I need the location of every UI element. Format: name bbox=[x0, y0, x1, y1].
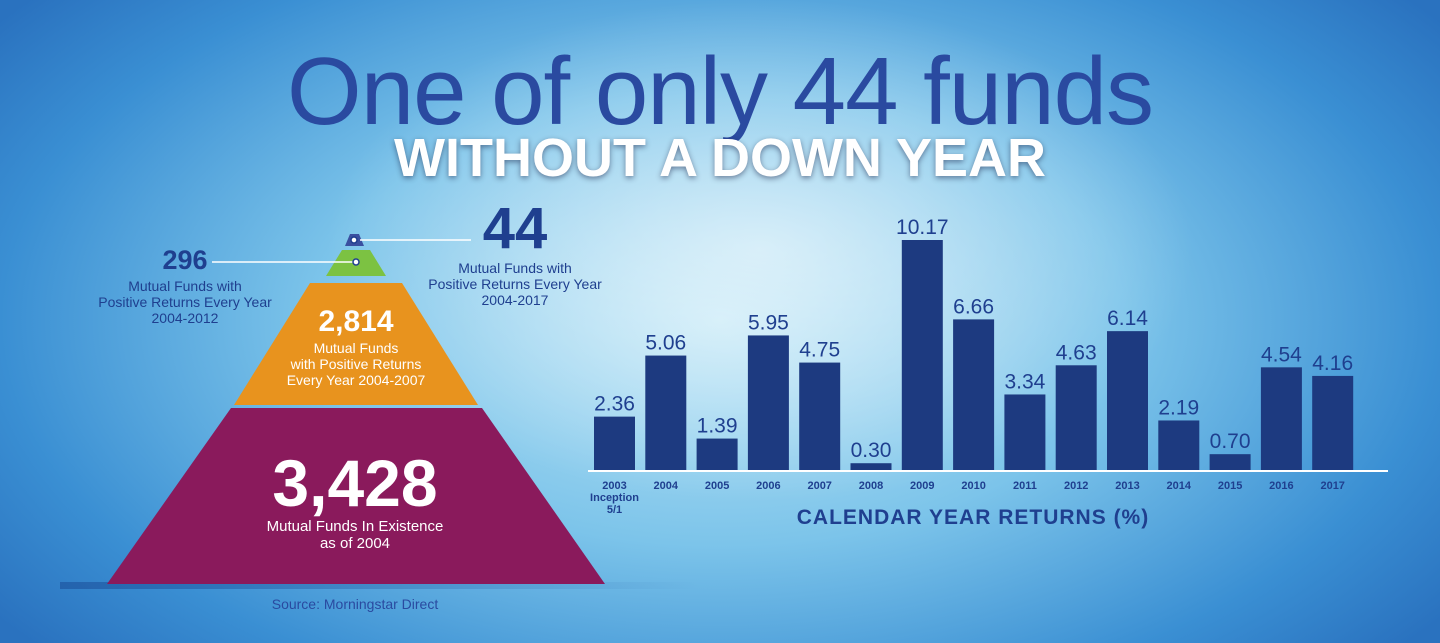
bar-2005 bbox=[696, 438, 738, 470]
tick-label-2014: 2014 bbox=[1167, 480, 1192, 492]
tick-label-2006: 2006 bbox=[756, 480, 780, 492]
value-label-2008: 0.30 bbox=[851, 439, 892, 462]
tick-label-2004: 2004 bbox=[654, 480, 679, 492]
tick-label-2009: 2009 bbox=[910, 480, 934, 492]
bar-2017 bbox=[1312, 375, 1354, 470]
tier1-caption: Mutual Funds with Positive Returns Every… bbox=[428, 260, 602, 308]
value-label-2003: 2.36 bbox=[594, 393, 635, 416]
tick-label-2007: 2007 bbox=[807, 480, 831, 492]
bar-2016 bbox=[1260, 367, 1302, 470]
tier4-value: 3,428 bbox=[272, 446, 438, 520]
tier3-caption: Mutual Funds with Positive Returns Every… bbox=[286, 340, 426, 388]
bar-2003 bbox=[594, 416, 635, 470]
bar-2004 bbox=[645, 355, 687, 470]
tick-label-2008: 2008 bbox=[859, 480, 883, 492]
bar-2012 bbox=[1055, 365, 1097, 470]
source-note: Source: Morningstar Direct bbox=[271, 596, 439, 612]
value-label-2015: 0.70 bbox=[1210, 430, 1251, 453]
bar-2006 bbox=[747, 335, 789, 470]
tick-label-2003: 2003 bbox=[602, 480, 626, 492]
subhead: WITHOUT A DOWN YEAR bbox=[394, 128, 1046, 188]
bar-2010 bbox=[953, 319, 995, 470]
value-label-2004: 5.06 bbox=[645, 332, 686, 355]
tick-label-2015: 2015 bbox=[1218, 480, 1242, 492]
value-label-2006: 5.95 bbox=[748, 311, 789, 334]
value-label-2013: 6.14 bbox=[1107, 307, 1148, 330]
pyramid-tier-2004-2007 bbox=[234, 283, 478, 405]
tick-label-2012: 2012 bbox=[1064, 480, 1088, 492]
value-label-2011: 3.34 bbox=[1004, 370, 1045, 393]
tick-label-2011: 2011 bbox=[1013, 480, 1037, 492]
value-label-2012: 4.63 bbox=[1056, 341, 1097, 364]
bar-2015 bbox=[1209, 454, 1251, 470]
bar-2009 bbox=[901, 240, 943, 470]
tick-note-2003-0: Inception bbox=[590, 492, 639, 504]
pyramid-tier-existing bbox=[107, 408, 605, 584]
bar-2007 bbox=[799, 362, 841, 470]
tick-note-2003-1: 5/1 bbox=[607, 504, 622, 516]
tier2-value: 296 bbox=[162, 245, 208, 275]
tick-label-2013: 2013 bbox=[1115, 480, 1139, 492]
bar-2008 bbox=[850, 463, 892, 470]
pyramid-shadow bbox=[60, 582, 700, 589]
bar-2014 bbox=[1158, 420, 1200, 470]
value-label-2016: 4.54 bbox=[1261, 343, 1302, 366]
tier1-value: 44 bbox=[482, 196, 548, 261]
x-axis-title: CALENDAR YEAR RETURNS (%) bbox=[797, 506, 1149, 529]
value-label-2010: 6.66 bbox=[953, 295, 994, 318]
tier4-caption: Mutual Funds In Existence as of 2004 bbox=[266, 518, 444, 552]
bar-2013 bbox=[1107, 331, 1148, 470]
value-label-2009: 10.17 bbox=[896, 216, 949, 239]
bar-2011 bbox=[1004, 394, 1046, 470]
value-label-2005: 1.39 bbox=[697, 415, 738, 438]
tick-label-2017: 2017 bbox=[1320, 480, 1344, 492]
value-label-2014: 2.19 bbox=[1158, 396, 1199, 419]
tier3-value: 2,814 bbox=[318, 305, 394, 338]
leader-dot-44 bbox=[350, 236, 358, 244]
leader-dot-296 bbox=[352, 258, 360, 266]
tier2-caption: Mutual Funds with Positive Returns Every… bbox=[98, 278, 272, 326]
headline: One of only 44 funds bbox=[287, 38, 1154, 145]
tick-label-2010: 2010 bbox=[961, 480, 985, 492]
value-label-2017: 4.16 bbox=[1312, 352, 1353, 375]
tick-label-2005: 2005 bbox=[705, 480, 729, 492]
value-label-2007: 4.75 bbox=[799, 339, 840, 362]
tick-label-2016: 2016 bbox=[1269, 480, 1293, 492]
